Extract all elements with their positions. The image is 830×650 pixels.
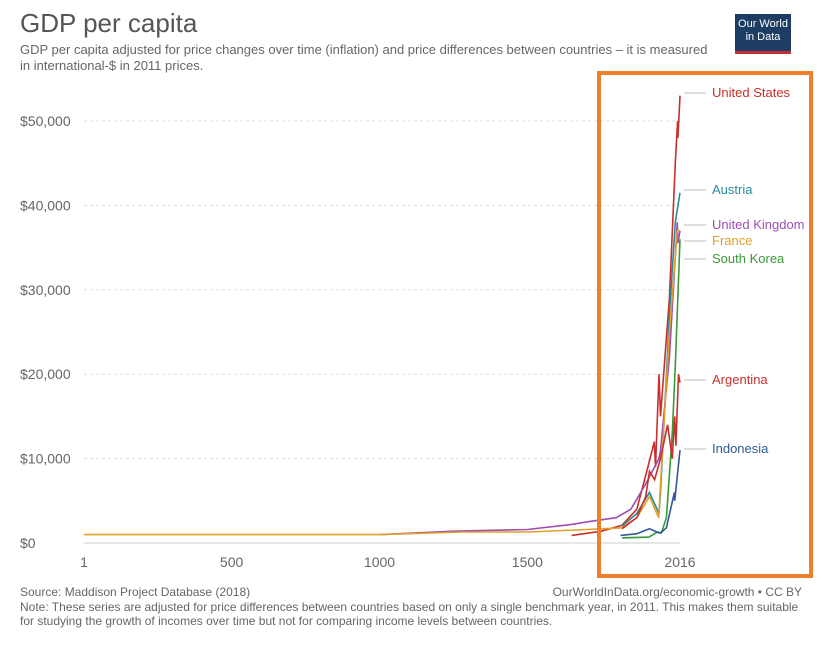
series-label: United States [712, 85, 791, 100]
chart-subtitle: GDP per capita adjusted for price change… [20, 42, 708, 73]
series-line-united-kingdom [379, 222, 681, 536]
note-text: Note: These series are adjusted for pric… [20, 600, 799, 628]
series-label: Austria [712, 182, 753, 197]
series-line-indonesia [620, 450, 681, 537]
x-tick-label: 2016 [664, 554, 695, 570]
series-line-argentina [621, 374, 681, 530]
x-tick-label: 500 [220, 554, 244, 570]
source-text: Source: Maddison Project Database (2018) [20, 585, 251, 599]
y-tick-label: $0 [20, 535, 36, 551]
y-tick-label: $20,000 [20, 366, 71, 382]
x-tick-label: 1000 [364, 554, 395, 570]
x-tick-label: 1 [80, 554, 88, 570]
series-label: France [712, 233, 752, 248]
series-label: South Korea [712, 251, 785, 266]
y-tick-label: $40,000 [20, 197, 71, 213]
x-tick-label: 1500 [512, 554, 543, 570]
series-label: Argentina [712, 372, 768, 387]
series-label: United Kingdom [712, 217, 805, 232]
source-url-link[interactable]: OurWorldInData.org/economic-growth • CC … [552, 585, 802, 599]
series-label: Indonesia [712, 441, 769, 456]
series-line-united-states [571, 95, 681, 537]
y-tick-label: $50,000 [20, 113, 71, 129]
owid-logo[interactable]: Our World in Data [735, 14, 791, 54]
highlight-box [597, 71, 813, 578]
series-line-south-korea [621, 239, 681, 539]
y-tick-label: $30,000 [20, 282, 71, 298]
y-tick-label: $10,000 [20, 451, 71, 467]
series-line-france [84, 229, 680, 536]
chart-title: GDP per capita [20, 8, 198, 38]
